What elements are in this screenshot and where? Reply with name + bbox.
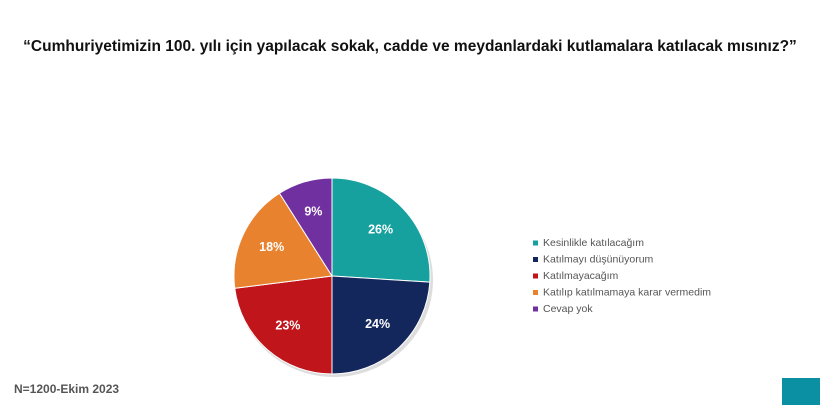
data-label: 23% <box>275 318 300 332</box>
pie-slice <box>331 177 431 283</box>
legend-swatch <box>533 306 538 312</box>
legend-swatch <box>533 273 538 279</box>
legend-label: Katılıp katılmamaya karar vermedim <box>543 286 711 298</box>
legend-label: Cevap yok <box>543 303 593 315</box>
logo <box>782 378 820 405</box>
legend: Kesinlikle katılacağım Katılmayı düşünüyo… <box>533 237 711 315</box>
pie-slice <box>331 275 431 375</box>
footnote: N=1200-Ekim 2023 <box>14 382 119 396</box>
data-label: 18% <box>259 240 284 254</box>
legend-swatch <box>533 240 538 246</box>
chart-title: “Cumhuriyetimizin 100. yılı için yapılac… <box>23 38 797 55</box>
pie: 26% 24% 23% 18% 9% <box>233 177 431 375</box>
data-label: 9% <box>304 204 322 218</box>
data-label: 26% <box>368 223 393 237</box>
legend-swatch <box>533 290 538 295</box>
pie-slice <box>234 275 333 375</box>
pie-slice <box>233 192 333 289</box>
legend-label: Kesinlikle katılacağım <box>543 237 644 249</box>
pie-slice <box>278 177 333 278</box>
legend-label: Katılmayacağım <box>543 270 619 282</box>
legend-label: Katılmayı düşünüyorum <box>543 253 654 265</box>
data-label: 24% <box>365 317 390 331</box>
legend-swatch <box>533 257 538 262</box>
